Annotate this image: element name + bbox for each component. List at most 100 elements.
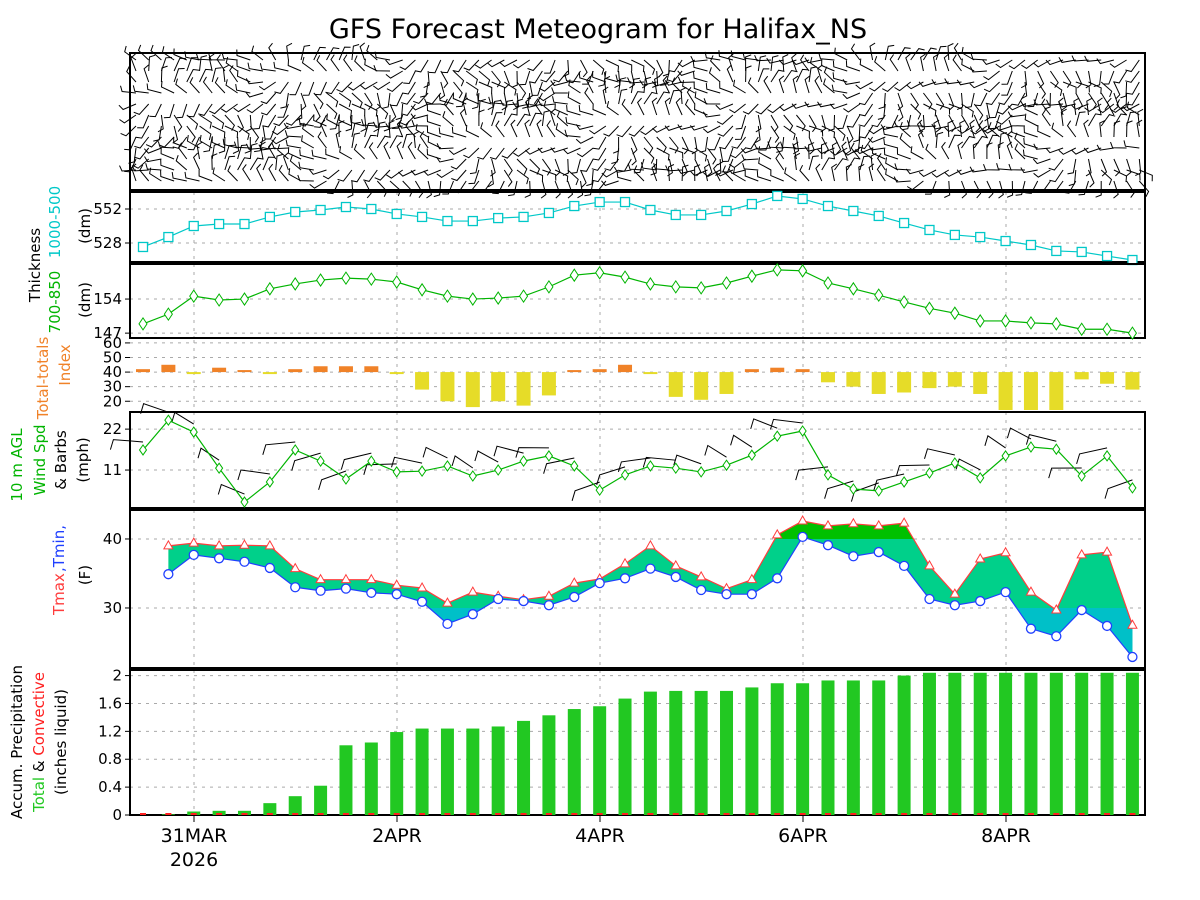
wind-barb	[311, 149, 327, 160]
thickness-700-850-point	[569, 268, 579, 283]
wind-barb	[755, 103, 772, 115]
wind-barb	[1058, 101, 1076, 108]
wind-barb	[453, 81, 463, 99]
wind-barb	[677, 124, 695, 130]
wind-barb	[690, 169, 708, 177]
wind-barb	[1008, 119, 1026, 127]
year-label: 2026	[170, 849, 218, 871]
wind-barb	[364, 122, 375, 138]
wind-barb	[325, 148, 340, 160]
wind-barb	[364, 58, 378, 72]
wind-barb	[567, 91, 581, 105]
wind-barb	[899, 132, 912, 149]
wind-barb	[1024, 103, 1038, 116]
tmax-point	[771, 528, 783, 539]
wind-barb	[799, 54, 810, 72]
tmin-point	[1076, 604, 1087, 616]
tmax-point	[873, 519, 885, 530]
wind-barb	[834, 47, 848, 61]
wind-barb	[529, 70, 543, 84]
wind-barb	[1062, 81, 1077, 94]
wind-barb	[1046, 99, 1064, 106]
total-totals-bar	[618, 364, 633, 373]
wind-barb	[1014, 143, 1026, 160]
wind-barb	[516, 81, 527, 99]
wind-barb	[438, 94, 454, 105]
wind-barb-10m	[617, 457, 651, 473]
precip-series-label: Total & Convective	[30, 672, 48, 813]
wind-barb-10m	[596, 466, 626, 486]
date-label-6apr: 6APR	[778, 825, 828, 847]
thickness-1000-500-point	[1025, 239, 1037, 251]
precip-total-bar	[263, 803, 277, 815]
wind-barb	[1071, 103, 1089, 110]
wind-barb	[351, 132, 361, 149]
wind-barb	[347, 180, 354, 198]
wind-barb	[544, 59, 556, 74]
thickness-700-850-point	[1000, 314, 1011, 328]
precip-convective-bar	[292, 813, 299, 815]
wind-barb	[1113, 70, 1128, 84]
wind-barb	[893, 176, 911, 183]
wind-barb	[487, 169, 494, 188]
wind-barb	[389, 135, 403, 149]
tmin-point	[772, 573, 783, 584]
wind-speed-point	[189, 426, 198, 438]
wind-barb	[804, 146, 822, 152]
precip-total-bar	[288, 796, 302, 815]
wind-barb	[763, 75, 772, 94]
wind-barb	[512, 59, 530, 69]
wind-barb-10m	[262, 441, 296, 455]
wind-barb	[876, 164, 886, 182]
wind-barb	[744, 136, 759, 150]
wind-barb	[910, 48, 925, 61]
thickness-700-850-panel: 147 154	[93, 262, 1146, 342]
thickness-1000-500-point	[493, 212, 504, 224]
wind-barb	[998, 180, 1004, 199]
wind-barb-10m	[1025, 434, 1057, 445]
wind-barb	[883, 148, 899, 160]
wind-barb	[330, 54, 340, 72]
wind-barb	[961, 58, 975, 72]
wind-barb	[754, 55, 772, 62]
total-totals-label: Total-totals	[34, 337, 52, 421]
wind-barb	[211, 125, 226, 139]
wind-barb	[820, 142, 828, 160]
precip-convective-bar	[165, 813, 172, 815]
total-totals-bar	[338, 366, 353, 373]
wind-barb	[426, 180, 432, 199]
wind-barb	[237, 114, 244, 133]
wind-barb	[757, 55, 767, 72]
thickness-700-850-point	[747, 269, 757, 284]
total-totals-bar	[364, 366, 379, 373]
y-tick-label: 40	[103, 530, 122, 548]
wind-barb	[577, 180, 584, 199]
wind-barb	[808, 114, 817, 133]
wind-barb	[516, 113, 531, 127]
wind-barb	[794, 152, 801, 171]
wind-barb	[669, 136, 679, 154]
wind-barb	[343, 54, 353, 72]
wind-barb	[160, 170, 175, 182]
wind-barb	[296, 103, 303, 121]
wind-barb	[586, 169, 594, 187]
wind-barb	[935, 131, 944, 149]
wind-barb	[906, 180, 924, 191]
wind-barb	[1062, 70, 1072, 88]
thickness-700-850-point	[721, 276, 732, 290]
wind-barb	[363, 169, 378, 182]
wind-barb	[1075, 92, 1083, 111]
wind-barb	[897, 47, 911, 61]
precip-convective-bar	[1078, 813, 1085, 815]
wind-barb	[268, 163, 277, 182]
wind-barb	[442, 111, 454, 127]
wind-barb	[817, 64, 823, 83]
wind-barb	[273, 61, 289, 72]
wind-barb	[618, 77, 627, 94]
wind-barb	[163, 103, 175, 119]
wind-barb	[693, 72, 708, 83]
wind-barb	[208, 53, 225, 61]
wind-barb	[880, 124, 899, 130]
wind-barb	[586, 75, 594, 94]
